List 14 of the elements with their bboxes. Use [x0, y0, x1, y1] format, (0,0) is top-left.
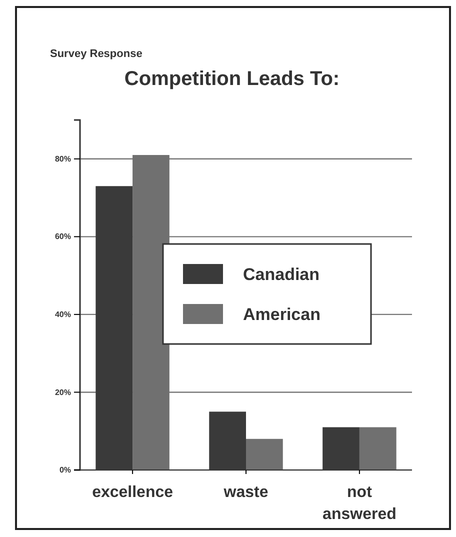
chart-subtitle: Survey Response [50, 48, 142, 60]
bar [246, 438, 283, 470]
y-tick-label: 20% [54, 388, 71, 397]
y-tick-label: 40% [54, 310, 71, 320]
chart-title: Competition Leads To: [124, 68, 340, 90]
legend-label: Canadian [243, 265, 320, 284]
legend-label: American [243, 305, 320, 324]
y-tick-label: 80% [54, 154, 71, 164]
y-tick-label: 0% [59, 466, 71, 475]
x-tick-label: waste [222, 484, 268, 501]
bar [359, 427, 396, 470]
x-tick-label: excellence [92, 484, 174, 501]
x-tick-label: not answered [322, 484, 396, 523]
y-tick-label: 60% [54, 232, 71, 242]
